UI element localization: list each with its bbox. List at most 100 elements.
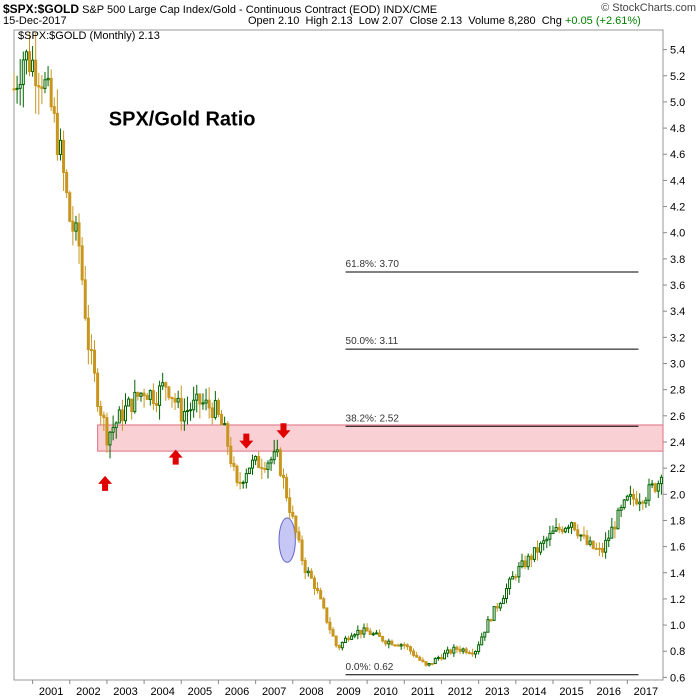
candle-body-73	[238, 481, 242, 484]
chart-legend: $SPX:$GOLD (Monthly) 2.13	[18, 30, 160, 42]
candle-body-177	[560, 529, 564, 533]
candle-body-132	[421, 659, 425, 663]
candle-body-77	[251, 459, 255, 469]
candle-body-71	[232, 462, 236, 467]
candle-body-17	[65, 171, 69, 194]
candle-body-54	[179, 397, 183, 422]
candle-body-186	[588, 540, 592, 545]
candle-body-20	[74, 222, 78, 232]
candle-body-47	[158, 385, 162, 406]
candle-body-158	[501, 597, 505, 605]
candle-body-183	[579, 534, 583, 537]
candle-body-174	[551, 530, 555, 535]
y-tick-label-17: 4.0	[670, 228, 685, 240]
candle-body-28	[99, 405, 103, 416]
y-tick-label-2: 1.0	[670, 620, 685, 632]
x-tick-label-3: 2004	[150, 686, 174, 698]
candle-body-5	[27, 51, 31, 73]
candle-body-33	[114, 422, 118, 429]
candle-body-99	[319, 590, 323, 600]
candle-body-90	[291, 511, 295, 517]
high-value: 2.13	[331, 15, 353, 27]
candle-body-74	[241, 481, 245, 484]
candle-body-34	[117, 409, 121, 424]
y-tick-label-4: 1.4	[670, 568, 685, 580]
ohlc-stats: Open 2.10 High 2.13 Low 2.07 Close 2.13 …	[248, 15, 641, 27]
candle-body-37	[127, 398, 131, 407]
candle-body-154	[489, 619, 493, 622]
candle-body-142	[452, 646, 456, 654]
candle-body-0	[12, 88, 16, 91]
x-tick-label-8: 2009	[336, 686, 360, 698]
volume-label: Volume	[468, 15, 505, 27]
candle-body-75	[244, 473, 248, 483]
candle-body-55	[182, 410, 186, 422]
candle-body-87	[281, 474, 285, 479]
candle-body-189	[597, 547, 601, 550]
candle-body-119	[381, 635, 385, 642]
candle-body-113	[362, 627, 366, 635]
candle-body-63	[207, 399, 211, 409]
candle-body-126	[402, 644, 406, 647]
candle-body-178	[563, 527, 567, 533]
candle-body-49	[164, 382, 168, 388]
candle-body-107	[343, 637, 347, 643]
x-tick-label-13: 2014	[522, 686, 546, 698]
y-tick-label-23: 5.2	[670, 71, 685, 83]
y-tick-label-19: 4.4	[670, 175, 685, 187]
candle-body-13	[52, 106, 56, 114]
candle-body-2	[18, 83, 22, 89]
candle-body-78	[254, 456, 258, 461]
candle-body-18	[68, 192, 72, 222]
x-tick-label-1: 2002	[76, 686, 100, 698]
candle-body-72	[235, 465, 239, 483]
candle-body-150	[477, 644, 481, 652]
candle-body-61	[201, 402, 205, 405]
candle-body-50	[167, 386, 171, 398]
candle-body-4	[24, 51, 28, 61]
candle-body-59	[195, 393, 199, 401]
candle-body-190	[601, 547, 605, 553]
y-tick-label-8: 2.2	[670, 463, 685, 475]
candle-body-48	[161, 382, 165, 387]
candle-body-149	[474, 650, 478, 655]
candle-body-151	[480, 636, 484, 646]
candle-body-128	[408, 646, 412, 652]
candle-body-103	[331, 629, 335, 637]
candle-body-62	[204, 399, 208, 404]
x-tick-label-16: 2017	[634, 686, 658, 698]
candle-body-198	[625, 495, 629, 501]
candle-body-206	[650, 483, 654, 486]
arrow-up-0	[98, 475, 113, 491]
candle-body-104	[334, 635, 338, 647]
candle-body-175	[554, 526, 558, 532]
candle-body-143	[455, 646, 459, 650]
candle-body-191	[604, 539, 608, 553]
candle-body-67	[220, 413, 224, 426]
candle-body-179	[566, 526, 570, 529]
candle-body-80	[260, 467, 264, 470]
candle-body-53	[176, 397, 180, 403]
candle-body-171	[542, 540, 546, 544]
chart-title: SPX/Gold Ratio	[109, 108, 256, 130]
fib-label-1: 50.0%: 3.11	[346, 336, 399, 347]
candle-body-182	[576, 529, 580, 537]
candle-body-84	[272, 451, 276, 461]
candle-body-167	[529, 555, 533, 560]
candle-body-92	[297, 531, 301, 541]
candle-body-200	[632, 493, 636, 500]
candle-body-96	[309, 570, 313, 579]
candle-body-85	[275, 449, 279, 453]
candle-body-69	[226, 423, 230, 447]
candle-body-100	[322, 598, 326, 609]
candle-body-146	[464, 648, 468, 654]
candle-body-127	[405, 644, 409, 648]
arrow-down-3	[276, 423, 291, 439]
candle-body-144	[458, 648, 462, 652]
x-tick-label-9: 2010	[373, 686, 397, 698]
y-tick-label-11: 2.8	[670, 385, 685, 397]
candle-body-8	[37, 85, 41, 88]
candle-body-111	[356, 629, 360, 636]
candle-body-157	[498, 603, 502, 609]
y-tick-label-1: 0.8	[670, 646, 685, 658]
